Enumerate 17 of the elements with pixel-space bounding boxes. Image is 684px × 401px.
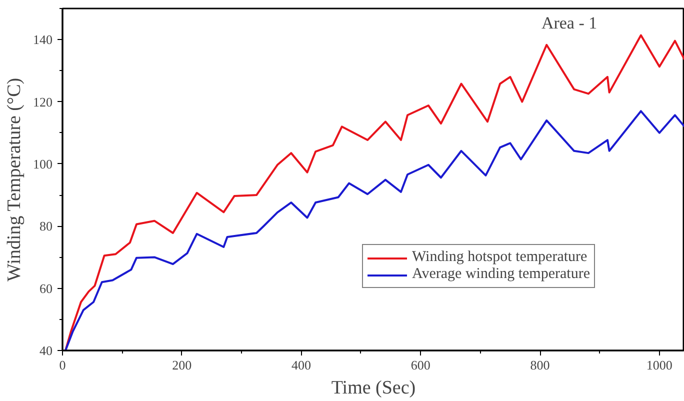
x-tick-label: 1000 — [646, 358, 672, 372]
y-tick-label: 60 — [40, 280, 52, 296]
x-tick-label: 800 — [530, 358, 550, 372]
y-tick-label: 120 — [33, 94, 52, 110]
x-tick-label: 400 — [292, 358, 312, 372]
y-tick-label: 40 — [40, 343, 52, 358]
annotation: Area - 1 — [541, 13, 598, 32]
x-tick-label: 0 — [59, 358, 66, 372]
x-tick-label: 600 — [410, 358, 430, 372]
x-axis-title: Time (Sec) — [331, 378, 416, 398]
y-tick-label: 100 — [33, 156, 52, 172]
legend-label: Winding hotspot temperature — [412, 249, 588, 266]
y-tick-label: 80 — [40, 218, 52, 234]
y-tick-label: 140 — [33, 32, 52, 48]
legend-label: Average winding temperature — [412, 266, 590, 283]
y-axis-title: Winding Temperature (°C) — [4, 78, 25, 282]
x-tick-label: 200 — [172, 358, 192, 372]
